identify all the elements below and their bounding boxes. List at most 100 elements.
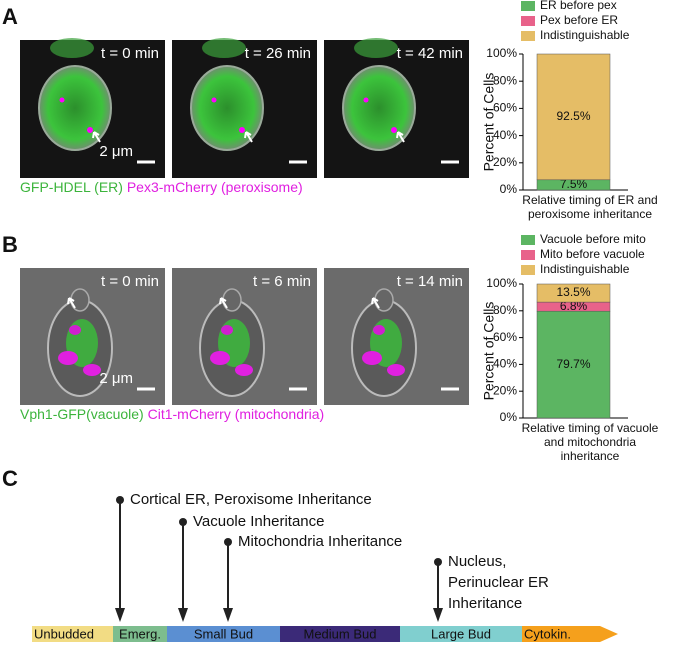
cell [50,38,94,58]
stage-label: Large Bud [431,626,491,641]
event-label: Perinuclear ER [448,574,549,591]
bar-segment [536,310,611,419]
peroxisome [59,97,65,103]
bar-segment [536,53,611,181]
bar-segment [536,283,611,303]
legend-swatch [521,265,535,275]
x-axis-label: and mitochondria [544,435,636,449]
x-axis-label: Relative timing of ER and [522,193,657,207]
value-label: 13.5% [556,285,590,299]
scale-label: 2 μm [99,370,133,387]
event-label: Nucleus, [448,553,506,570]
peroxisome [363,97,369,103]
value-label: 79.7% [556,357,590,371]
y-tick-label: 100% [486,276,517,290]
timestamp: t = 26 min [245,45,311,62]
arrow [244,131,253,143]
stage-label: Medium Bud [304,626,377,641]
arrow-head [433,608,443,622]
x-axis-label: Relative timing of vacuole [522,421,659,435]
stage [113,626,167,642]
peroxisome [391,127,397,133]
cell [190,65,264,151]
legend-label: Indistinguishable [540,28,630,42]
arrow [92,131,101,143]
caption-magenta: Cit1-mCherry (mitochondria) [148,406,325,422]
y-tick-label: 20% [493,155,517,169]
cell [342,65,416,151]
stage [400,626,522,642]
legend-swatch [521,235,535,245]
arrow-head [223,608,233,622]
legend-swatch [521,16,535,26]
caption-green: GFP-HDEL (ER) [20,179,123,195]
stage [280,626,400,642]
y-tick-label: 20% [493,383,517,397]
mito [221,325,233,335]
stage [167,626,280,642]
stage-label: Cytokin. [524,626,571,641]
panel-label: C [2,466,18,491]
caption-green: Vph1-GFP(vacuole) [20,406,144,422]
mito [362,351,382,365]
arrow-head [178,608,188,622]
timestamp: t = 0 min [101,273,159,290]
y-tick-label: 0% [500,182,518,196]
y-tick-label: 80% [493,303,517,317]
caption: GFP-HDEL (ER) Pex3-mCherry (peroxisome) [20,179,303,195]
y-tick-label: 40% [493,128,517,142]
arrow [219,297,228,309]
y-tick-label: 100% [486,46,517,60]
y-tick-label: 0% [500,410,518,424]
mito [235,364,253,376]
timestamp: t = 14 min [397,273,463,290]
stage [522,626,618,642]
y-axis-label: Percent of Cells [481,73,497,172]
stage-label: Unbudded [34,626,94,641]
legend-label: Indistinguishable [540,262,630,276]
scale-label: 2 μm [99,143,133,160]
y-axis-label: Percent of Cells [481,302,497,401]
y-tick-label: 60% [493,101,517,115]
legend-label: Mito before vacuole [540,247,645,261]
legend-swatch [521,31,535,41]
arrow [67,297,76,309]
cell [202,38,246,58]
event-label: Vacuole Inheritance [193,513,324,530]
peroxisome [239,127,245,133]
arrow [371,297,380,309]
caption-magenta: Pex3-mCherry (peroxisome) [127,179,303,195]
peroxisome [211,97,217,103]
mito [373,325,385,335]
value-label: 7.5% [560,177,588,191]
mito [83,364,101,376]
legend-label: ER before pex [540,0,617,12]
legend-swatch [521,250,535,260]
timestamp: t = 42 min [397,45,463,62]
y-tick-label: 40% [493,357,517,371]
mito [69,325,81,335]
arrow-head [115,608,125,622]
caption: Vph1-GFP(vacuole) Cit1-mCherry (mitochon… [20,406,324,422]
peroxisome [87,127,93,133]
event-label: Cortical ER, Peroxisome Inheritance [130,491,372,508]
event-label: Mitochondria Inheritance [238,533,402,550]
x-axis-label: peroxisome inheritance [528,207,652,221]
timestamp: t = 0 min [101,45,159,62]
event-label: Inheritance [448,595,522,612]
legend-label: Pex before ER [540,13,618,27]
stage-label: Small Bud [194,626,253,641]
y-tick-label: 60% [493,330,517,344]
y-tick-label: 80% [493,73,517,87]
x-axis-label: inheritance [561,449,620,463]
legend-swatch [521,1,535,11]
timestamp: t = 6 min [253,273,311,290]
value-label: 92.5% [556,109,590,123]
panel-label: B [2,232,18,257]
stage-label: Emerg. [119,626,161,641]
mito [58,351,78,365]
cell [38,65,112,151]
stage [32,626,113,642]
arrow [396,131,405,143]
